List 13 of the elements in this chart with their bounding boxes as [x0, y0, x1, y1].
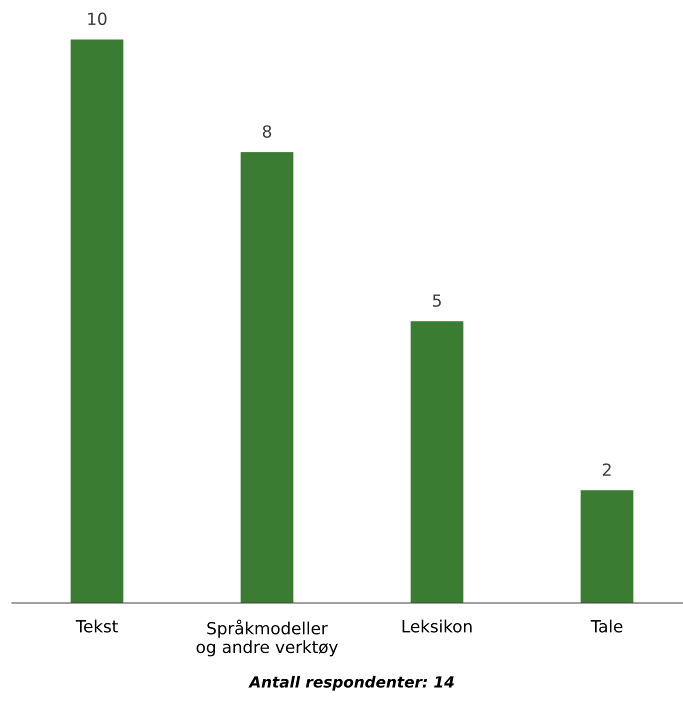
data-label: 10: [88, 12, 106, 26]
data-label: 2: [602, 463, 611, 476]
x-axis-title: Antall respondenter: 14: [248, 676, 454, 691]
bar: [70, 39, 124, 603]
x-tick-label: Språkmodeller og andre verktøy: [196, 620, 338, 656]
bar: [410, 321, 464, 603]
bar: [240, 152, 294, 603]
x-tick-label: Tale: [590, 620, 622, 633]
x-tick-label: Leksikon: [402, 620, 472, 633]
x-tick-label: Tekst: [76, 620, 118, 633]
bar: [580, 490, 634, 603]
data-label: 8: [262, 125, 272, 138]
data-label: 5: [432, 294, 441, 307]
